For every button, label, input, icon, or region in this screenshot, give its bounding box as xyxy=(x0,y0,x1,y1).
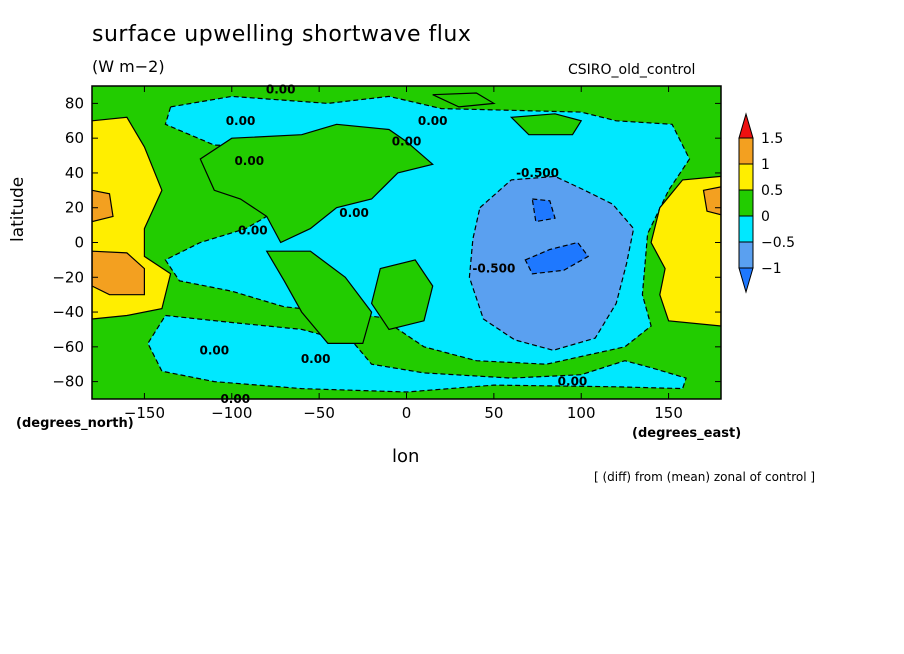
colorbar-bin xyxy=(738,189,754,217)
contour-region xyxy=(199,123,434,244)
colorbar-label: 1.5 xyxy=(761,131,783,147)
colorbar-bin xyxy=(738,163,754,191)
x-tick-label: 50 xyxy=(484,404,503,422)
y-axis-units: (degrees_north) xyxy=(16,416,134,431)
contour-region xyxy=(92,189,114,223)
axes: −150 −100 −50 0 50 100 150 80 60 40 20 0 −20 −40 −60 −8… xyxy=(52,86,721,422)
x-tick-label: 100 xyxy=(567,404,596,422)
contour-label: 0.00 xyxy=(238,223,268,237)
colorbar-label: 0 xyxy=(761,209,770,225)
y-tick-label: −60 xyxy=(52,338,84,356)
x-tick-label: 150 xyxy=(654,404,683,422)
y-tick-label: −40 xyxy=(52,303,84,321)
chart-title: surface upwelling shortwave flux xyxy=(92,22,472,47)
colorbar-bin xyxy=(738,137,754,165)
x-axis-label: lon xyxy=(392,446,420,467)
chart-units: (W m−2) xyxy=(92,57,165,76)
contour-labels: 0.00 0.00 0.00 0.00 0.00 0.00 0.00 0.00 0.00 0.00… xyxy=(200,82,588,406)
colorbar-min-triangle xyxy=(738,267,754,294)
contour-label: 0.00 xyxy=(301,352,331,366)
y-tick-label: −20 xyxy=(52,268,84,286)
y-tick-label: 20 xyxy=(65,199,84,217)
y-tick-label: 0 xyxy=(74,234,84,252)
contour-region xyxy=(432,92,496,108)
contour-region xyxy=(650,175,721,327)
x-tick-label: 0 xyxy=(402,404,412,422)
contour-label: 0.00 xyxy=(339,206,369,220)
contour-label: -0.500 xyxy=(472,262,515,276)
colorbar-label: 0.5 xyxy=(761,183,783,199)
contour-region xyxy=(92,250,145,296)
y-tick-label: 80 xyxy=(65,94,84,112)
x-tick-label: −100 xyxy=(211,404,252,422)
colorbar-label: −1 xyxy=(761,261,782,277)
colorbar-label: −0.5 xyxy=(761,235,795,251)
contour-label: 0.00 xyxy=(266,82,296,96)
contour-region xyxy=(147,314,687,393)
contour-region xyxy=(524,241,590,275)
colorbar-bin xyxy=(738,241,754,269)
x-tick-label: −50 xyxy=(303,404,335,422)
contour-label: 0.00 xyxy=(418,114,448,128)
contour-label: -0.500 xyxy=(516,166,559,180)
contour-label: 0.00 xyxy=(558,375,588,389)
y-tick-label: 40 xyxy=(65,164,84,182)
contour-region xyxy=(531,198,556,223)
colorbar: −1 −0.5 0 0.5 1 1.5 xyxy=(738,112,795,294)
y-tick-label: −80 xyxy=(52,373,84,391)
colorbar-bin xyxy=(738,215,754,243)
model-label: CSIRO_old_control xyxy=(568,62,696,78)
contour-region xyxy=(265,250,373,344)
contour-label: 0.00 xyxy=(234,154,264,168)
contour-region xyxy=(370,259,434,331)
contour-region xyxy=(509,113,583,136)
colorbar-label: 1 xyxy=(761,157,770,173)
x-axis-units: (degrees_east) xyxy=(632,426,742,441)
contour-label: 0.00 xyxy=(200,343,230,357)
footnote: [ (diff) from (mean) zonal of control ] xyxy=(594,470,816,484)
contour-label: 0.00 xyxy=(392,135,422,149)
contour-label: 0.00 xyxy=(226,114,256,128)
colorbar-max-triangle xyxy=(738,112,754,139)
y-tick-label: 60 xyxy=(65,129,84,147)
contour-regions xyxy=(92,86,721,399)
x-tick-label: −150 xyxy=(124,404,165,422)
